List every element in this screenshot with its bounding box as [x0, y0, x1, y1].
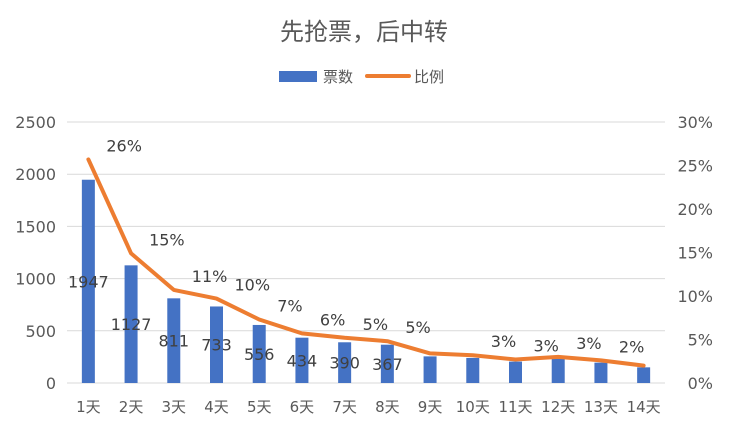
category-label: 1天	[76, 398, 101, 416]
category-label: 9天	[418, 398, 443, 416]
bar-data-label: 367	[372, 355, 403, 374]
category-label: 7天	[332, 398, 357, 416]
bar	[637, 367, 651, 383]
line-data-label: 15%	[149, 230, 185, 249]
line-data-label: 3%	[534, 337, 559, 356]
bar-data-label: 556	[244, 345, 275, 364]
bar-data-label: 733	[201, 336, 232, 355]
category-label: 3天	[162, 398, 187, 416]
legend-line-label: 比例	[414, 68, 444, 86]
line-data-label: 11%	[192, 267, 228, 286]
line-data-label: 2%	[619, 337, 644, 356]
x-axis: 1天 2天 3天 4天 5天 6天 7天 8天 9天 10天 11天 12天 13天 14天	[76, 398, 661, 416]
left-tick-label: 500	[25, 322, 56, 341]
line-series-path	[86, 157, 646, 368]
left-axis: 0 500 1000 1500 2000 2500	[15, 113, 56, 393]
right-tick-label: 15%	[677, 244, 713, 263]
bar	[81, 179, 95, 383]
category-label: 10天	[456, 398, 490, 416]
bar-data-label: 434	[287, 351, 318, 370]
bar-data-labels: 1947 1127 811 733 556 434 390 367	[68, 272, 403, 373]
bar-data-label: 1127	[111, 315, 152, 334]
category-label: 6天	[290, 398, 315, 416]
line-data-labels: 26% 15% 11% 10% 7% 6% 5% 5% 3% 3% 3% 2%	[106, 136, 644, 356]
bar	[423, 356, 437, 383]
left-tick-label: 2500	[15, 113, 56, 132]
legend: 票数 比例	[279, 68, 444, 86]
bar-data-label: 811	[159, 332, 190, 351]
category-label: 4天	[204, 398, 229, 416]
gridlines	[67, 121, 665, 384]
line-data-label: 3%	[576, 334, 601, 353]
bar-series	[81, 179, 651, 383]
line-data-label: 10%	[235, 276, 271, 295]
left-tick-label: 0	[46, 374, 56, 393]
bar-data-label: 390	[329, 354, 360, 373]
bar	[551, 357, 565, 383]
line-data-label: 7%	[277, 296, 302, 315]
right-tick-label: 10%	[677, 287, 713, 306]
bar	[594, 362, 608, 383]
legend-bar-label: 票数	[323, 68, 353, 86]
category-label: 11天	[498, 398, 532, 416]
bar-data-label: 1947	[68, 272, 109, 291]
right-tick-label: 20%	[677, 200, 713, 219]
left-tick-label: 2000	[15, 165, 56, 184]
line-data-label: 5%	[363, 315, 388, 334]
chart-title: 先抢票，后中转	[280, 18, 448, 46]
line-series	[86, 157, 646, 368]
legend-bar-swatch	[279, 71, 317, 82]
right-tick-label: 30%	[677, 113, 713, 132]
bar	[252, 324, 266, 383]
category-label: 5天	[247, 398, 272, 416]
bar	[124, 265, 138, 383]
category-label: 13天	[584, 398, 618, 416]
line-data-label: 26%	[106, 136, 142, 155]
category-label: 2天	[119, 398, 144, 416]
bar	[167, 298, 181, 383]
category-label: 12天	[541, 398, 575, 416]
category-label: 8天	[375, 398, 400, 416]
right-tick-label: 5%	[688, 331, 713, 350]
bar	[295, 337, 309, 383]
line-data-label: 6%	[320, 310, 345, 329]
line-data-label: 3%	[491, 332, 516, 351]
right-tick-label: 25%	[677, 157, 713, 176]
right-axis: 0% 5% 10% 15% 20% 25% 30%	[677, 113, 713, 393]
bar	[380, 344, 394, 383]
line-data-label: 5%	[405, 318, 430, 337]
bar	[509, 361, 522, 383]
bar	[210, 306, 223, 383]
left-tick-label: 1000	[15, 270, 56, 289]
category-label: 14天	[627, 398, 661, 416]
left-tick-label: 1500	[15, 217, 56, 236]
bar	[338, 342, 352, 383]
bar	[466, 357, 480, 383]
right-tick-label: 0%	[688, 374, 713, 393]
